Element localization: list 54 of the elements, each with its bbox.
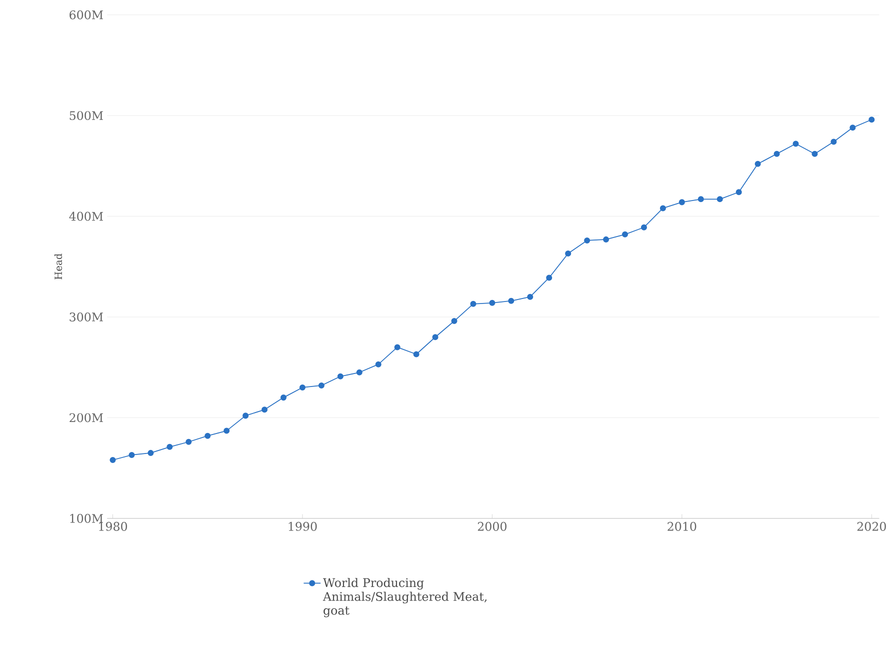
point — [280, 394, 287, 400]
point — [110, 456, 116, 463]
point — [394, 344, 400, 350]
point — [375, 361, 382, 368]
y-tick-label: 200M — [70, 413, 103, 422]
point — [622, 231, 628, 238]
x-tick-label: 1980 — [99, 522, 128, 531]
point — [148, 450, 154, 456]
point — [678, 199, 685, 206]
point — [754, 160, 761, 167]
point — [242, 412, 249, 419]
point — [774, 150, 780, 157]
point — [736, 188, 742, 196]
y-axis-title: Head — [54, 253, 62, 280]
point — [527, 294, 534, 300]
point — [451, 318, 458, 324]
point — [640, 224, 647, 230]
point — [470, 300, 476, 307]
point — [318, 382, 324, 388]
point — [299, 384, 306, 390]
point — [812, 150, 818, 157]
x-tick-label: 2000 — [478, 522, 506, 531]
point — [565, 250, 572, 256]
y-tick-label: 100M — [70, 514, 103, 523]
point — [432, 334, 438, 340]
point — [830, 138, 837, 145]
point — [224, 428, 230, 434]
point — [850, 124, 856, 131]
legend-label: World Producing Animals/Slaughtered Meat, goat — [322, 578, 487, 618]
y-tick-label: 600M — [70, 10, 103, 20]
point — [792, 140, 799, 147]
x-tick-label: 1990 — [288, 522, 317, 531]
point — [603, 236, 610, 242]
point — [660, 205, 666, 212]
point — [356, 369, 362, 376]
point — [868, 116, 875, 123]
point — [508, 298, 514, 304]
x-tick-label: 2010 — [668, 522, 696, 531]
point — [337, 373, 344, 380]
point — [716, 196, 723, 202]
point — [262, 406, 268, 413]
y-tick-label: 500M — [70, 110, 103, 120]
point — [489, 300, 496, 306]
x-tick-label: 2020 — [857, 522, 886, 531]
y-tick-label: 300M — [70, 312, 103, 322]
point — [584, 237, 590, 244]
point — [204, 432, 211, 439]
point — [128, 452, 135, 458]
y-tick-label: 400M — [69, 212, 103, 221]
point — [546, 274, 552, 281]
point — [186, 438, 192, 445]
point — [698, 196, 704, 202]
point — [166, 444, 173, 450]
point — [413, 351, 420, 358]
